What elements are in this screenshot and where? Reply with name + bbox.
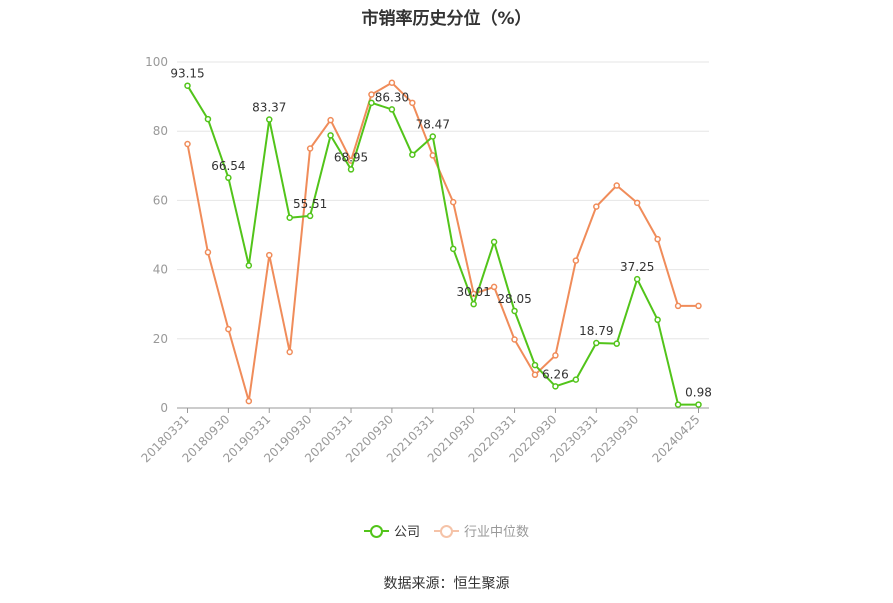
y-tick-label: 40 bbox=[153, 263, 168, 277]
data-point-company bbox=[470, 300, 477, 308]
data-label: 83.37 bbox=[252, 101, 286, 115]
line-chart: 0204060801002018033120180930201903312019… bbox=[139, 55, 712, 465]
data-label: 68.95 bbox=[334, 150, 368, 164]
data-point-industry bbox=[266, 251, 273, 259]
data-point-industry bbox=[184, 140, 191, 148]
data-label: 78.47 bbox=[416, 117, 450, 131]
data-label-layer: 93.15 66.54 83.37 55.51 68.95 86.30 78.47 30.01… bbox=[170, 67, 712, 400]
data-point-industry bbox=[674, 302, 682, 310]
data-point-company bbox=[449, 245, 457, 253]
data-label: 93.15 bbox=[170, 67, 204, 81]
y-tick-label: 60 bbox=[153, 193, 168, 207]
data-label: 30.01 bbox=[456, 285, 490, 299]
grid-layer bbox=[177, 61, 709, 340]
data-point-industry bbox=[429, 152, 437, 159]
data-point-company bbox=[245, 262, 253, 269]
data-point-company bbox=[204, 115, 212, 123]
data-point-industry bbox=[654, 235, 661, 243]
data-point-company bbox=[552, 383, 559, 390]
y-tick-label: 0 bbox=[160, 401, 168, 415]
data-point-industry bbox=[511, 336, 518, 343]
data-point-industry bbox=[572, 257, 580, 264]
legend-company-label: 公司 bbox=[394, 525, 421, 540]
data-point-company bbox=[306, 212, 314, 220]
data-point-industry bbox=[409, 99, 416, 107]
legend-company-line-icon bbox=[364, 524, 389, 538]
data-point-industry bbox=[286, 348, 293, 356]
series-line-industry bbox=[186, 81, 699, 403]
data-point-industry bbox=[204, 249, 212, 256]
y-tick-label: 20 bbox=[153, 332, 168, 346]
data-point-company bbox=[409, 151, 416, 158]
data-label: 66.54 bbox=[211, 159, 245, 173]
legend: 公司 行业中位数 bbox=[0, 521, 893, 541]
data-label: 55.51 bbox=[293, 197, 327, 211]
data-point-company bbox=[429, 133, 437, 140]
data-point-company bbox=[511, 307, 518, 315]
data-point-company bbox=[184, 82, 191, 89]
data-point-company bbox=[347, 166, 355, 173]
data-point-company bbox=[266, 116, 273, 123]
data-point-company bbox=[674, 401, 682, 408]
y-tick-label: 100 bbox=[145, 55, 168, 69]
data-point-company bbox=[613, 340, 620, 347]
data-label: 86.30 bbox=[375, 90, 409, 104]
legend-item-industry[interactable]: 行业中位数 bbox=[434, 521, 529, 540]
data-point-company bbox=[368, 99, 375, 107]
data-label: 0.98 bbox=[685, 386, 712, 400]
data-point-industry bbox=[449, 198, 457, 206]
legend-item-company[interactable]: 公司 bbox=[364, 521, 420, 540]
data-point-industry bbox=[552, 352, 559, 359]
data-point-industry bbox=[306, 145, 314, 152]
data-point-industry bbox=[613, 182, 620, 189]
data-point-industry bbox=[531, 371, 539, 379]
data-point-company bbox=[490, 238, 498, 246]
data-label: 6.26 bbox=[542, 367, 569, 381]
x-tick-label: 20240425 bbox=[650, 412, 703, 465]
series-layer bbox=[184, 79, 702, 408]
data-point-company bbox=[593, 339, 600, 347]
data-point-industry bbox=[225, 325, 232, 333]
data-point-industry bbox=[388, 79, 396, 87]
data-point-industry bbox=[327, 116, 334, 124]
data-label: 37.25 bbox=[620, 260, 654, 274]
series-line-company bbox=[186, 85, 699, 406]
data-point-company bbox=[286, 214, 293, 221]
y-tick-label: 80 bbox=[153, 124, 168, 138]
data-point-industry bbox=[633, 199, 641, 207]
data-point-company bbox=[327, 132, 334, 139]
data-point-company bbox=[695, 401, 702, 408]
data-point-company bbox=[654, 316, 661, 324]
data-point-company bbox=[572, 376, 580, 383]
data-point-company bbox=[633, 275, 641, 283]
data-point-industry bbox=[245, 397, 253, 405]
data-point-industry bbox=[593, 203, 600, 210]
data-point-industry bbox=[368, 91, 375, 98]
data-point-company bbox=[388, 106, 396, 113]
data-source: 数据来源：恒生聚源 bbox=[383, 576, 510, 592]
data-label: 28.05 bbox=[497, 292, 531, 306]
data-point-industry bbox=[695, 302, 702, 310]
data-point-company bbox=[225, 174, 232, 182]
chart-title: 市销率历史分位（%） bbox=[361, 9, 532, 29]
data-point-industry bbox=[490, 283, 498, 291]
data-point-company bbox=[531, 361, 539, 369]
legend-industry-label: 行业中位数 bbox=[464, 525, 530, 540]
legend-industry-line-icon bbox=[434, 524, 459, 538]
data-label: 18.79 bbox=[579, 324, 613, 338]
